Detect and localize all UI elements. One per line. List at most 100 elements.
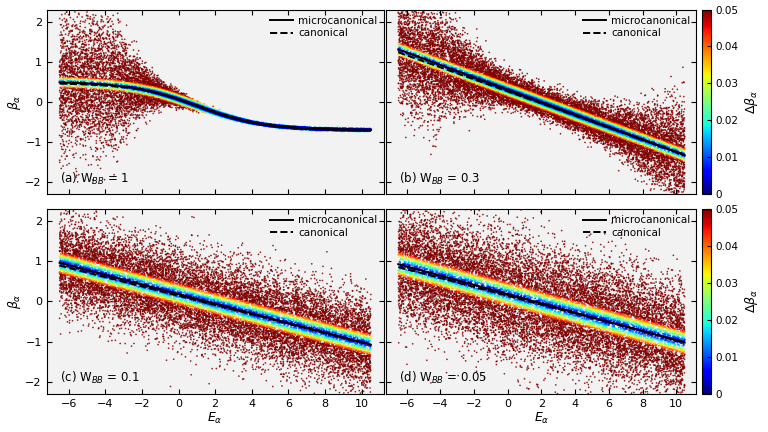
Point: [419, 309, 432, 316]
Point: [69, 71, 81, 78]
Point: [635, 148, 647, 155]
Point: [505, 84, 518, 91]
Point: [74, 260, 87, 267]
Point: [206, 283, 218, 290]
Point: [522, 275, 535, 282]
Point: [257, 361, 270, 368]
Point: [252, 353, 264, 360]
Point: [483, 90, 495, 97]
Point: [210, 111, 222, 118]
Point: [564, 99, 577, 106]
Point: [210, 269, 222, 276]
Point: [66, 282, 78, 289]
Point: [241, 289, 253, 296]
Point: [309, 124, 321, 131]
Point: [577, 134, 589, 141]
Point: [257, 121, 270, 128]
Point: [349, 327, 361, 334]
Point: [454, 103, 466, 110]
Point: [252, 119, 264, 126]
Point: [535, 95, 548, 102]
Point: [594, 293, 607, 300]
Point: [642, 166, 654, 173]
Point: [436, 77, 449, 84]
Point: [118, 302, 131, 309]
Point: [505, 286, 518, 293]
Point: [552, 332, 564, 339]
Point: [574, 291, 586, 298]
Point: [465, 278, 477, 285]
Point: [269, 334, 281, 341]
Point: [114, 107, 126, 114]
Point: [259, 277, 271, 284]
Point: [513, 297, 525, 304]
Point: [532, 93, 545, 100]
Point: [621, 139, 633, 146]
Point: [211, 111, 223, 118]
Point: [435, 31, 448, 38]
Point: [223, 299, 235, 305]
Point: [303, 124, 316, 131]
Point: [124, 276, 136, 283]
Point: [217, 111, 229, 118]
Point: [283, 124, 296, 131]
Point: [88, 257, 101, 264]
Point: [496, 307, 508, 314]
Point: [135, 90, 147, 97]
Point: [523, 79, 535, 86]
Point: [538, 314, 550, 321]
Point: [181, 100, 194, 107]
Point: [185, 292, 197, 299]
Point: [497, 291, 509, 298]
Point: [199, 106, 211, 113]
Point: [290, 124, 302, 131]
Point: [675, 155, 687, 162]
Point: [85, 53, 98, 60]
Point: [565, 98, 578, 105]
Point: [310, 345, 322, 352]
Point: [54, 159, 66, 166]
Point: [115, 66, 127, 73]
Point: [230, 115, 243, 122]
Point: [485, 75, 498, 82]
Point: [609, 122, 621, 129]
Point: [467, 59, 479, 66]
Point: [660, 324, 672, 330]
Point: [310, 308, 323, 315]
Point: [488, 314, 500, 321]
Point: [508, 94, 521, 101]
Point: [650, 146, 663, 152]
Point: [548, 98, 560, 105]
Point: [263, 123, 275, 130]
Point: [455, 271, 468, 278]
Point: [476, 85, 488, 92]
Point: [268, 123, 280, 130]
Point: [597, 106, 609, 113]
Point: [486, 89, 498, 96]
Point: [94, 299, 107, 305]
Point: [269, 122, 281, 129]
Point: [355, 126, 367, 133]
Point: [599, 291, 611, 298]
Point: [338, 353, 350, 359]
Point: [566, 316, 578, 323]
Point: [137, 262, 149, 269]
Point: [112, 257, 124, 264]
Point: [521, 314, 533, 321]
Point: [318, 340, 330, 347]
Point: [116, 93, 128, 100]
Point: [440, 282, 452, 289]
Point: [472, 61, 484, 68]
Point: [319, 124, 332, 131]
Point: [316, 301, 329, 308]
Point: [657, 105, 670, 112]
Point: [664, 356, 676, 363]
Point: [511, 80, 523, 87]
Point: [59, 280, 71, 286]
Point: [161, 294, 174, 301]
Point: [488, 329, 500, 336]
Point: [678, 170, 690, 177]
Point: [524, 314, 536, 321]
Point: [531, 257, 543, 264]
Point: [190, 102, 203, 108]
